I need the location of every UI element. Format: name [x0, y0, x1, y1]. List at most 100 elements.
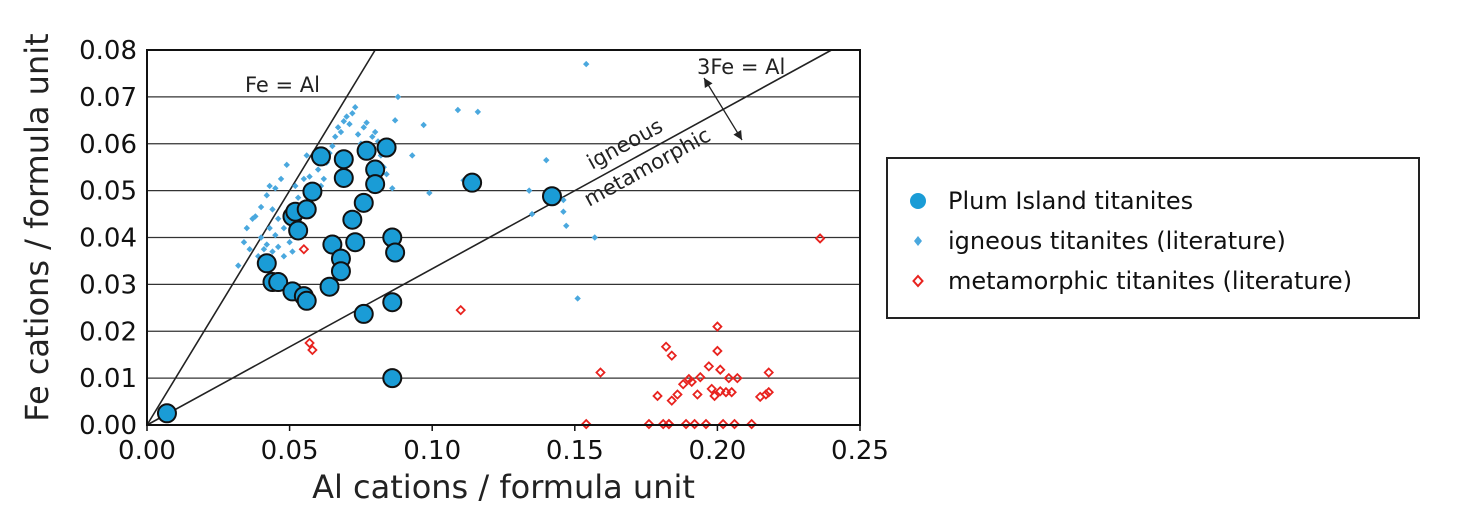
plum-island-point	[256, 253, 277, 274]
metamorphic-point	[672, 389, 683, 400]
metamorphic-point	[732, 372, 743, 384]
igneous-point	[300, 175, 308, 183]
igneous-point	[303, 152, 310, 159]
metamorphic-point	[595, 367, 606, 378]
ref-line-label-3fe-al: 3Fe = Al	[697, 55, 785, 79]
metamorphic-point	[677, 378, 689, 390]
igneous-point	[391, 117, 399, 124]
igneous-point	[243, 224, 251, 232]
igneous-point	[560, 208, 567, 215]
igneous-point	[346, 120, 353, 128]
igneous-point	[363, 119, 370, 126]
plum-island-point	[345, 232, 366, 253]
y-tick-label: 0.06	[79, 130, 137, 160]
x-tick-label: 0.25	[831, 436, 889, 466]
plum-island-point	[365, 174, 386, 195]
plum-island-point	[353, 303, 374, 324]
metamorphic-point	[700, 418, 712, 430]
igneous-point	[277, 175, 285, 183]
igneous-point	[246, 246, 253, 253]
plum-island-point	[356, 140, 377, 161]
igneous-point	[394, 93, 402, 101]
igneous-point	[269, 248, 276, 255]
igneous-point	[274, 215, 282, 222]
legend: Plum Island titanites igneous titanites …	[886, 157, 1420, 319]
metamorphic-point	[692, 389, 703, 400]
metamorphic-point	[703, 361, 715, 372]
y-axis-label: Fe cations / formula unit	[18, 33, 56, 421]
plum-island-point	[310, 146, 331, 167]
igneous-point	[525, 187, 533, 194]
plum-island-point	[385, 242, 406, 263]
metamorphic-point	[709, 390, 720, 402]
double-arrow-shaft	[703, 77, 743, 141]
igneous-point	[369, 133, 376, 140]
igneous-point	[591, 234, 598, 241]
legend-label: Plum Island titanites	[948, 187, 1194, 215]
plum-island-point	[333, 167, 354, 188]
plum-island-point	[156, 403, 177, 424]
metamorphic-point	[298, 243, 310, 255]
y-axis-ticks: 0.00 0.01 0.02 0.03 0.04 0.05 0.06 0.07 0.08	[79, 36, 137, 441]
plum-island-point	[541, 186, 562, 207]
igneous-point	[314, 166, 322, 173]
arrow-head	[704, 78, 713, 89]
igneous-point	[583, 60, 590, 68]
x-tick-label: 0.15	[546, 436, 604, 466]
igneous-point	[269, 206, 276, 213]
metamorphic-point	[663, 418, 675, 430]
legend-item-metamorphic: metamorphic titanites (literature)	[888, 261, 1352, 301]
annotation-arrows	[703, 77, 743, 141]
y-tick-label: 0.04	[79, 224, 137, 254]
y-tick-label: 0.07	[79, 83, 137, 113]
plum-island-point	[333, 149, 354, 170]
metamorphic-point	[304, 337, 315, 349]
y-tick-label: 0.03	[79, 270, 137, 300]
metamorphic-point	[706, 383, 717, 395]
metamorphic-point	[814, 233, 826, 244]
igneous-point	[272, 231, 279, 239]
igneous-point	[420, 121, 427, 129]
igneous-point	[263, 192, 270, 199]
igneous-point	[235, 262, 242, 269]
igneous-point	[543, 156, 550, 164]
metamorphic-point	[717, 418, 729, 430]
igneous-point	[343, 113, 350, 120]
igneous-point	[240, 238, 248, 246]
plum-island-point	[353, 192, 374, 213]
igneous-point	[354, 131, 362, 138]
y-tick-label: 0.08	[79, 36, 137, 66]
metamorphic-point	[714, 385, 726, 397]
x-tick-label: 0.10	[403, 436, 461, 466]
plum-island-point	[319, 276, 340, 297]
igneous-point	[257, 203, 265, 211]
metamorphic-point	[652, 390, 663, 402]
y-tick-label: 0.05	[79, 177, 137, 207]
y-tick-label: 0.02	[79, 317, 137, 347]
metamorphic-point	[763, 386, 775, 398]
igneous-point	[563, 222, 570, 229]
igneous-point	[340, 118, 347, 125]
igneous-point	[360, 124, 367, 131]
metamorphic-point	[760, 389, 772, 400]
legend-item-plum-island: Plum Island titanites	[888, 181, 1193, 221]
legend-label: igneous titanites (literature)	[948, 227, 1286, 255]
legend-label: metamorphic titanites (literature)	[948, 267, 1353, 295]
igneous-point	[528, 210, 536, 218]
igneous-point	[474, 108, 482, 116]
igneous-point	[320, 175, 328, 183]
metamorphic-point	[307, 344, 318, 356]
data-points	[156, 60, 826, 430]
plot-area-frame	[146, 49, 861, 426]
metamorphic-point	[660, 341, 672, 352]
igneous-point	[306, 173, 313, 180]
plum-island-point	[268, 272, 289, 293]
metamorphic-point	[643, 418, 655, 430]
arrow-head	[733, 129, 742, 140]
metamorphic-point	[723, 372, 735, 384]
metamorphic-point	[580, 418, 592, 430]
igneous-point	[263, 241, 270, 248]
igneous-point	[283, 161, 290, 169]
igneous-point	[560, 196, 567, 204]
